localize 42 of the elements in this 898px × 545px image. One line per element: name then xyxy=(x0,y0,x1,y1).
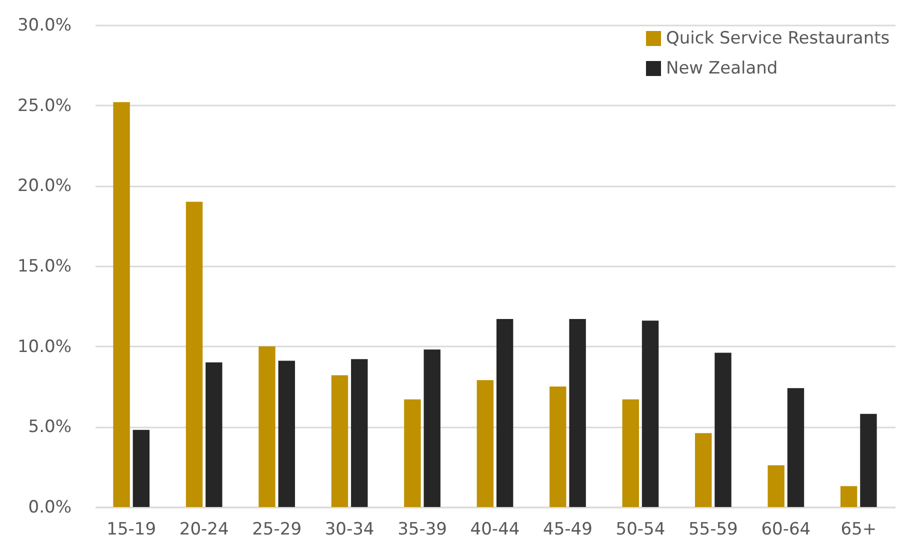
bar xyxy=(840,486,858,507)
bar xyxy=(550,386,566,507)
x-tick-label: 20-24 xyxy=(179,520,229,540)
x-tick-label: 45-49 xyxy=(543,520,592,540)
x-tick-label: 40-44 xyxy=(470,520,520,540)
y-tick-label: 15.0% xyxy=(17,256,72,276)
bar xyxy=(331,375,348,507)
bar xyxy=(569,319,586,507)
y-tick-label: 0.0% xyxy=(28,498,72,518)
bar xyxy=(258,346,276,507)
bar xyxy=(642,320,659,507)
bar xyxy=(860,414,877,507)
x-tick-label: 55-59 xyxy=(688,520,738,540)
bar xyxy=(768,465,784,507)
bar xyxy=(695,433,712,507)
y-tick-label: 20.0% xyxy=(17,176,72,196)
bar xyxy=(787,388,804,507)
bar xyxy=(622,399,639,507)
bar xyxy=(186,202,203,507)
x-tick-label: 60-64 xyxy=(761,520,811,540)
bar xyxy=(113,102,130,507)
x-tick-label: 35-39 xyxy=(398,520,447,540)
bar xyxy=(496,319,514,507)
legend-label: Quick Service Restaurants xyxy=(666,28,890,48)
bar xyxy=(206,362,222,507)
y-tick-label: 30.0% xyxy=(17,16,72,36)
legend-label: New Zealand xyxy=(666,58,778,78)
y-tick-label: 10.0% xyxy=(17,336,72,357)
x-tick-label: 50-54 xyxy=(616,520,666,540)
bar xyxy=(424,350,440,507)
bar xyxy=(404,399,421,507)
bar xyxy=(351,359,368,507)
bar xyxy=(132,430,150,507)
x-tick-label: 65+ xyxy=(840,520,877,540)
x-tick-label: 25-29 xyxy=(252,520,302,540)
bar xyxy=(714,352,732,507)
y-tick-label: 5.0% xyxy=(28,417,72,438)
y-tick-label: 25.0% xyxy=(17,96,72,116)
x-tick-label: 15-19 xyxy=(106,520,156,540)
x-tick-label: 30-34 xyxy=(324,520,374,540)
bar xyxy=(278,360,295,507)
bar xyxy=(476,380,494,507)
